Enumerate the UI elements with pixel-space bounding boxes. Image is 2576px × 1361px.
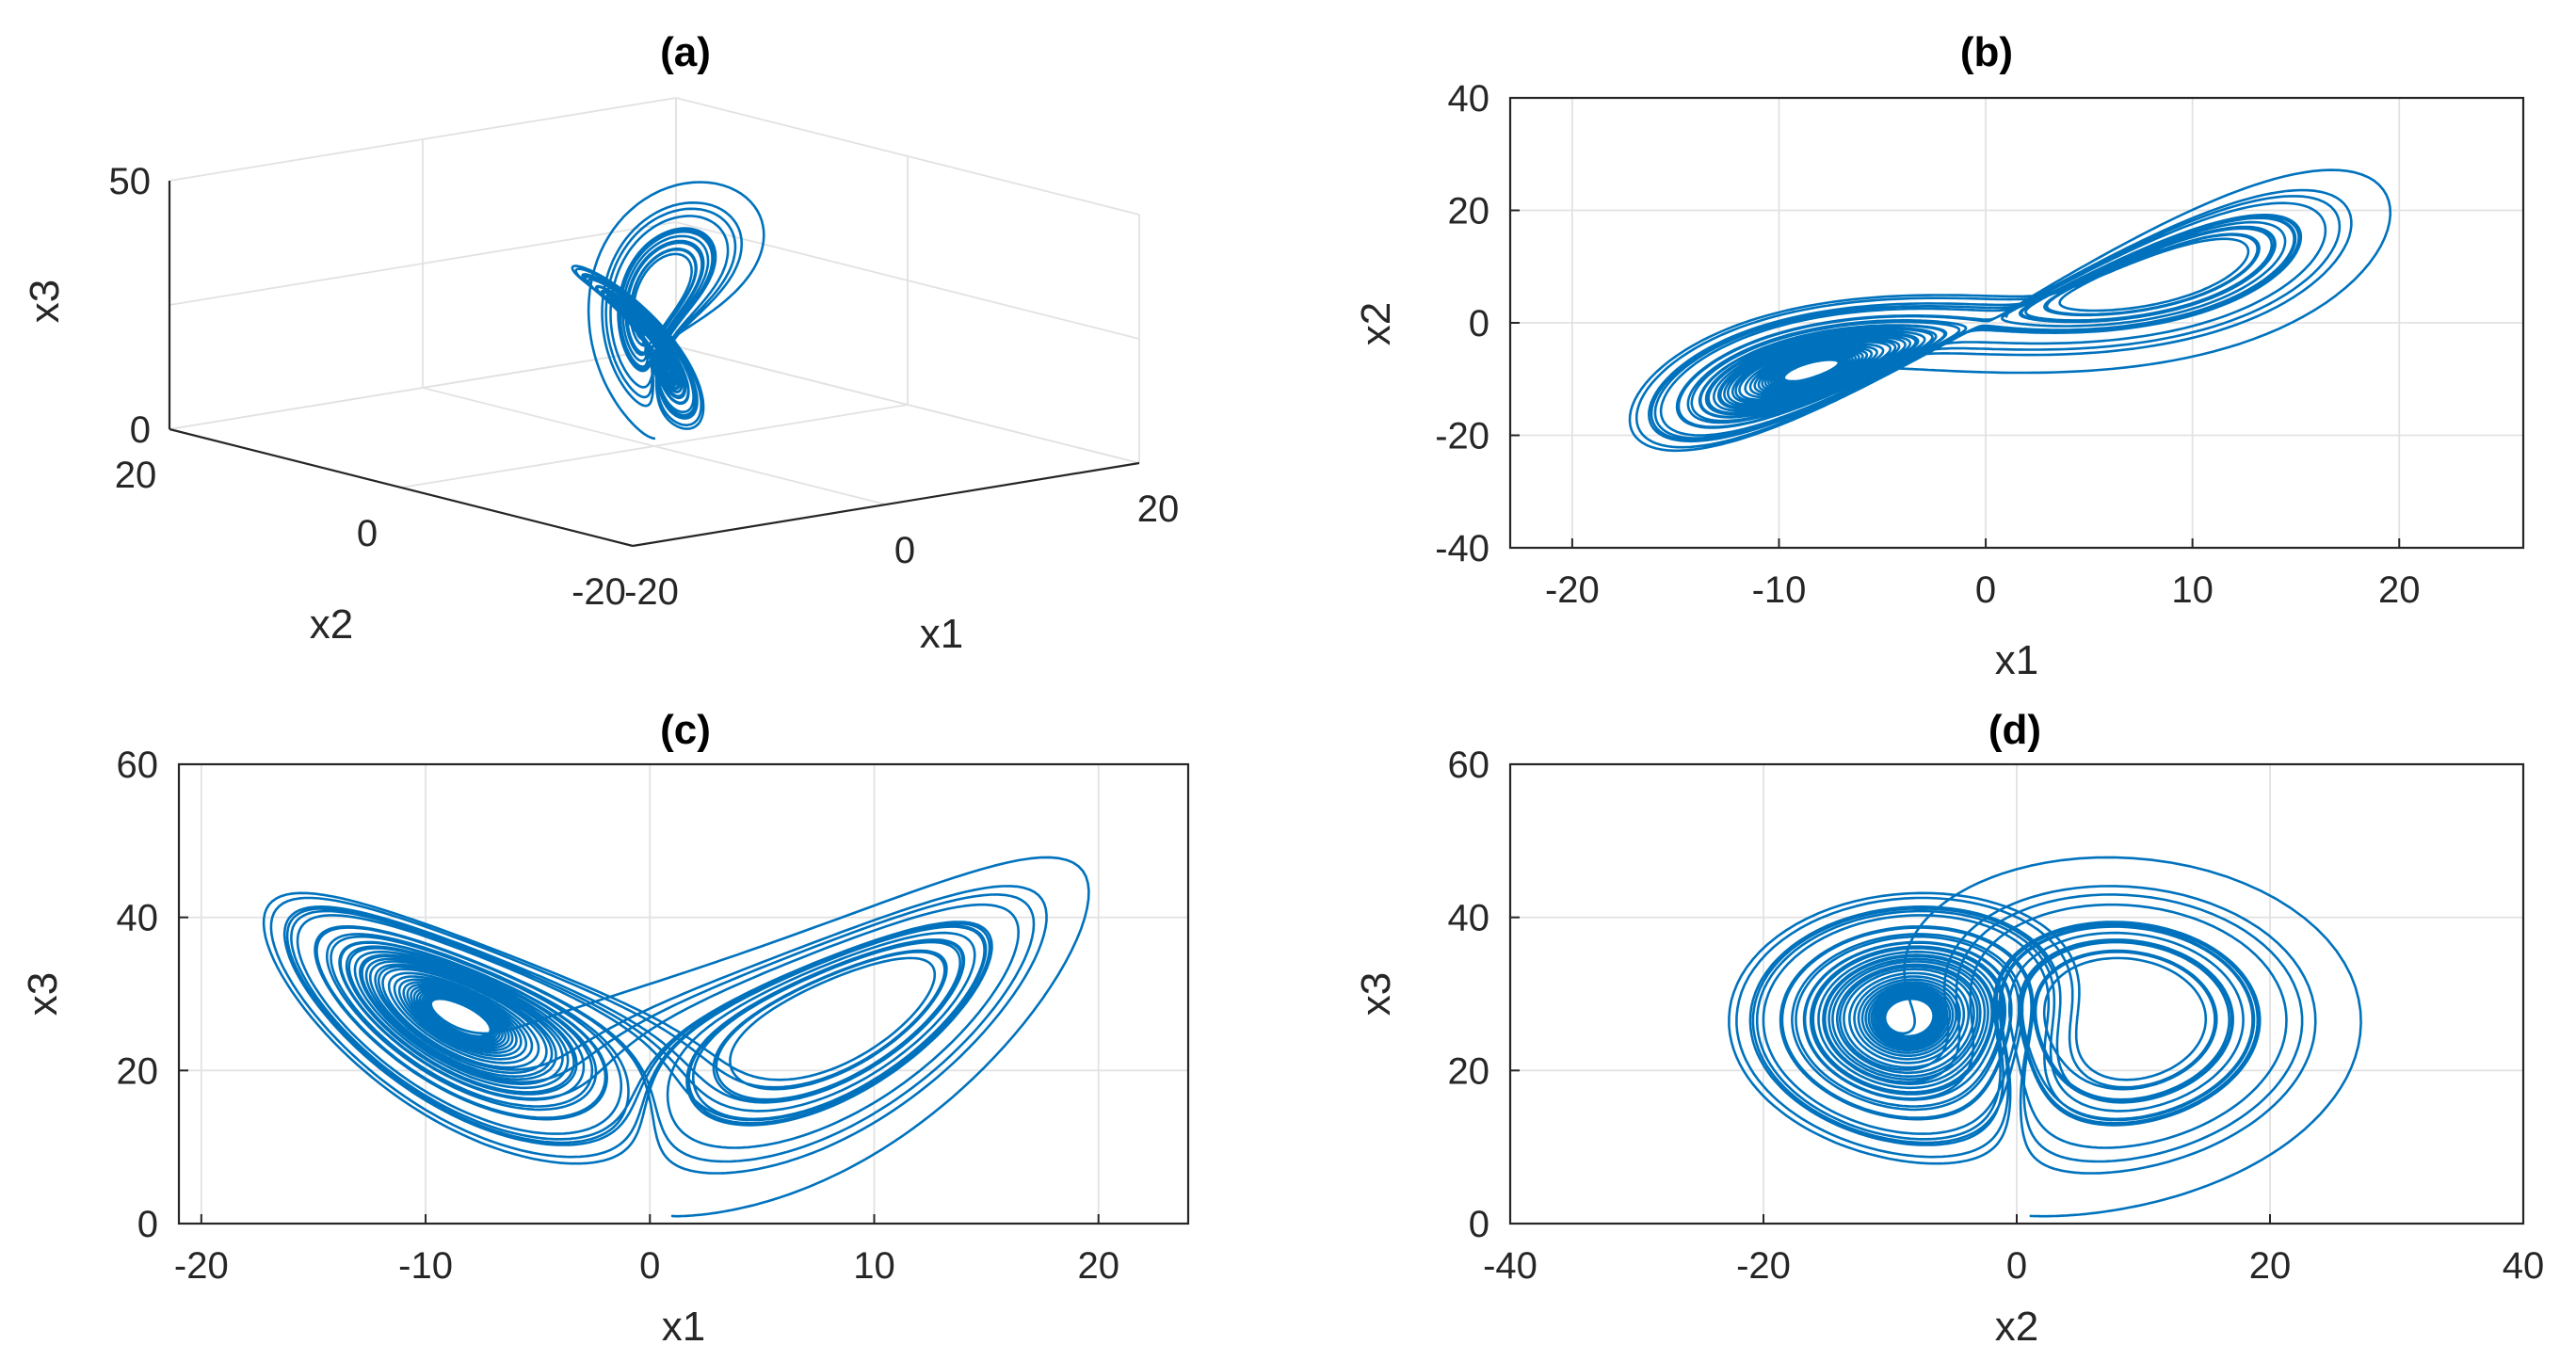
panel-d-xlabel: x2 [1995,1304,2038,1350]
panel-b-xlabel: x1 [1995,637,2038,683]
panel-c-xlabel: x1 [662,1304,705,1350]
x1-tick-label: 0 [894,530,915,571]
panel-a-zlabel: x3 [22,280,68,323]
panel-c-ylabel: x3 [20,972,66,1016]
y-tick-label: 0 [137,1204,158,1245]
panel-d-trajectory [1728,856,2362,1218]
y-tick-label: 60 [1448,745,1490,786]
panel-b-axes: -20 -10 0 10 20 -40 -20 0 20 40 [1435,78,2523,611]
x-tick-label: 0 [1975,569,1996,611]
y-tick-label: 0 [1469,1204,1489,1245]
x-tick-label: 0 [639,1245,660,1287]
panel-a-trajectory [571,181,765,440]
x1-tick-label: 20 [1137,488,1180,530]
x-tick-label: 20 [2378,569,2421,611]
x-tick-label: -20 [1736,1245,1791,1287]
y-tick-label: 40 [1448,78,1490,120]
panel-b-title: (b) [1960,29,2013,75]
panel-c-frame [177,762,1190,1225]
y-tick-label: 20 [1448,191,1490,232]
panel-c-trajectory [262,856,1090,1218]
panel-a-xlabel: x1 [920,611,963,657]
y-tick-label: 40 [1448,898,1490,939]
x-tick-label: 10 [853,1245,895,1287]
x-tick-label: -10 [398,1245,453,1287]
panel-c: (c) -20 -10 0 10 20 0 20 40 60 x1 x3 [20,707,1190,1350]
panel-d-frame [1508,762,2525,1225]
x3-tick-label: 50 [109,161,152,202]
panel-b: (b) -20 -10 0 10 20 -40 -20 0 20 40 x1 x2 [1353,29,2525,683]
y-tick-label: 60 [117,745,159,786]
y-tick-label: 40 [117,898,159,939]
x-tick-label: -20 [174,1245,229,1287]
panel-a-grid [168,97,1140,548]
y-tick-label: 0 [1469,303,1489,344]
floor-grid-line [400,404,909,488]
x-tick-label: 0 [2006,1245,2027,1287]
x3-tick-label: 0 [130,409,151,451]
panel-c-title: (c) [660,707,711,753]
y-tick-label: -20 [1435,416,1489,457]
x-tick-label: -10 [1752,569,1807,611]
x-tick-label: 10 [2171,569,2214,611]
x2-tick-label: 0 [357,513,378,554]
y-tick-label: 20 [117,1050,159,1092]
x1-tick-label: -20 [624,571,679,613]
panel-d-title: (d) [1988,707,2041,753]
x-tick-label: 20 [2249,1245,2292,1287]
panel-a-ylabel: x2 [310,601,353,648]
panel-b-ylabel: x2 [1353,302,1399,345]
panel-d-ylabel: x3 [1353,972,1399,1016]
panel-b-trajectory [1628,168,2392,453]
x2-axis-line [169,427,634,548]
x-tick-label: 40 [2503,1245,2545,1287]
panel-a-title: (a) [660,29,711,75]
x-tick-label: -40 [1483,1245,1538,1287]
y-tick-label: 20 [1448,1050,1490,1092]
x-tick-label: -20 [1545,569,1600,611]
x-tick-label: 20 [1077,1245,1119,1287]
x1-axis-line [632,461,1140,548]
x2-tick-label: 20 [115,455,157,496]
panel-d: (d) -40 -20 0 20 40 0 20 40 60 x2 x3 [1353,707,2544,1350]
x2-tick-label: -20 [572,571,626,613]
panel-b-frame [1508,96,2525,550]
y-tick-label: -40 [1435,528,1489,569]
